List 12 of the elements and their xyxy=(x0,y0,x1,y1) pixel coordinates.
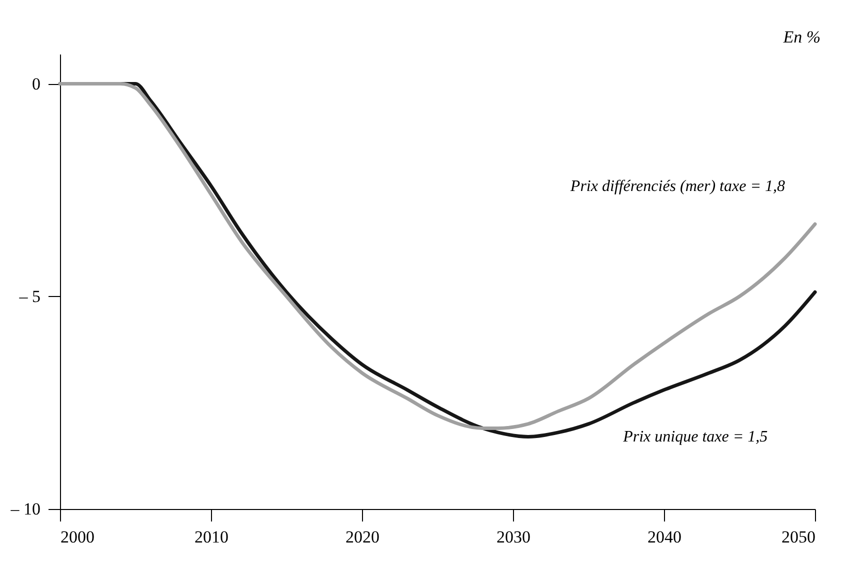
y-tick-label: – 10 xyxy=(10,500,40,518)
series-label: Prix unique taxe = 1,5 xyxy=(622,428,768,446)
y-tick-label: – 5 xyxy=(18,286,40,306)
x-tick-label: 2050 xyxy=(782,528,816,546)
x-tick-label: 2020 xyxy=(346,528,380,546)
y-tick-label: 0 xyxy=(32,74,40,94)
x-tick-label: 2030 xyxy=(496,528,530,546)
text: Prix différenciés (mer) taxe = 1,8 xyxy=(569,178,785,196)
y-axis-title: En % xyxy=(782,28,820,46)
x-tick-label: 2040 xyxy=(648,528,682,546)
x-tick-label: 2000 xyxy=(60,528,94,546)
x-tick-label: 2010 xyxy=(194,528,228,546)
